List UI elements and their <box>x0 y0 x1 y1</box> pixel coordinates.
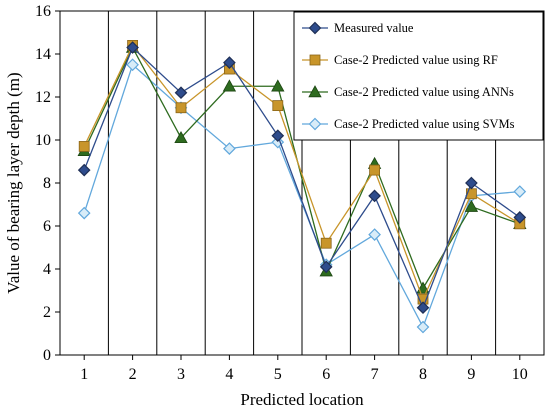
y-tick-label: 4 <box>43 261 51 278</box>
data-point <box>416 320 430 334</box>
series-line <box>83 46 521 310</box>
data-point <box>223 56 236 69</box>
x-tick-label: 6 <box>322 366 330 383</box>
data-point <box>320 237 332 249</box>
series-1 <box>77 41 527 315</box>
legend-swatch-marker <box>308 117 322 131</box>
legend-label: Case-2 Predicted value using SVMs <box>334 117 515 131</box>
y-tick-label: 10 <box>35 132 51 149</box>
y-tick-label: 12 <box>35 89 51 106</box>
data-point <box>174 86 188 100</box>
x-axis-title: Predicted location <box>240 390 364 409</box>
x-tick-label: 1 <box>80 366 88 383</box>
data-point <box>77 163 91 177</box>
y-tick-label: 8 <box>43 175 51 192</box>
y-tick-label: 0 <box>43 347 51 364</box>
data-point <box>174 131 188 144</box>
data-point <box>369 164 381 176</box>
y-tick-label: 14 <box>35 46 51 63</box>
data-point <box>223 142 236 155</box>
legend-item: Measured value <box>302 21 414 35</box>
data-point <box>78 141 90 152</box>
data-point <box>319 260 333 274</box>
legend: Measured value Case-2 Predicted value usi… <box>293 11 544 141</box>
y-tick-label: 2 <box>43 304 51 321</box>
y-tick-label: 6 <box>43 218 51 235</box>
x-tick-label: 2 <box>129 366 137 383</box>
data-point <box>513 211 527 224</box>
legend-label: Case-2 Predicted value using ANNs <box>334 85 514 99</box>
data-point <box>416 301 430 315</box>
data-point <box>222 79 237 92</box>
legend-label: Case-2 Predicted value using RF <box>334 53 498 67</box>
data-point <box>126 58 139 72</box>
data-point <box>271 129 285 143</box>
data-point <box>77 206 91 220</box>
x-tick-label: 10 <box>512 366 528 383</box>
data-point <box>272 100 284 111</box>
x-tick-label: 9 <box>467 366 475 383</box>
legend-item: Case-2 Predicted value using ANNs <box>302 85 514 99</box>
series-line <box>83 63 520 329</box>
data-point <box>368 228 381 241</box>
y-tick-label: 16 <box>35 3 51 20</box>
y-axis-title: Value of bearing layer depth (m) <box>4 72 23 293</box>
x-tick-label: 3 <box>177 366 185 383</box>
data-point <box>464 199 479 212</box>
data-point <box>513 185 527 198</box>
data-series <box>77 40 527 334</box>
legend-item: Case-2 Predicted value using RF <box>302 53 498 67</box>
legend-swatch-marker <box>309 54 321 66</box>
data-point <box>126 41 139 54</box>
x-tick-label: 4 <box>225 366 233 383</box>
data-point <box>368 189 381 203</box>
legend-label: Measured value <box>334 21 414 35</box>
data-point <box>271 79 285 92</box>
x-tick-label: 5 <box>274 366 282 383</box>
data-point <box>175 102 187 114</box>
x-tick-label: 8 <box>419 366 427 383</box>
legend-box <box>293 11 544 141</box>
legend-item: Case-2 Predicted value using SVMs <box>302 117 515 131</box>
data-point <box>465 176 478 190</box>
legend-swatch-marker <box>308 85 322 98</box>
x-tick-label: 7 <box>371 366 379 383</box>
legend-swatch-marker <box>308 21 322 35</box>
